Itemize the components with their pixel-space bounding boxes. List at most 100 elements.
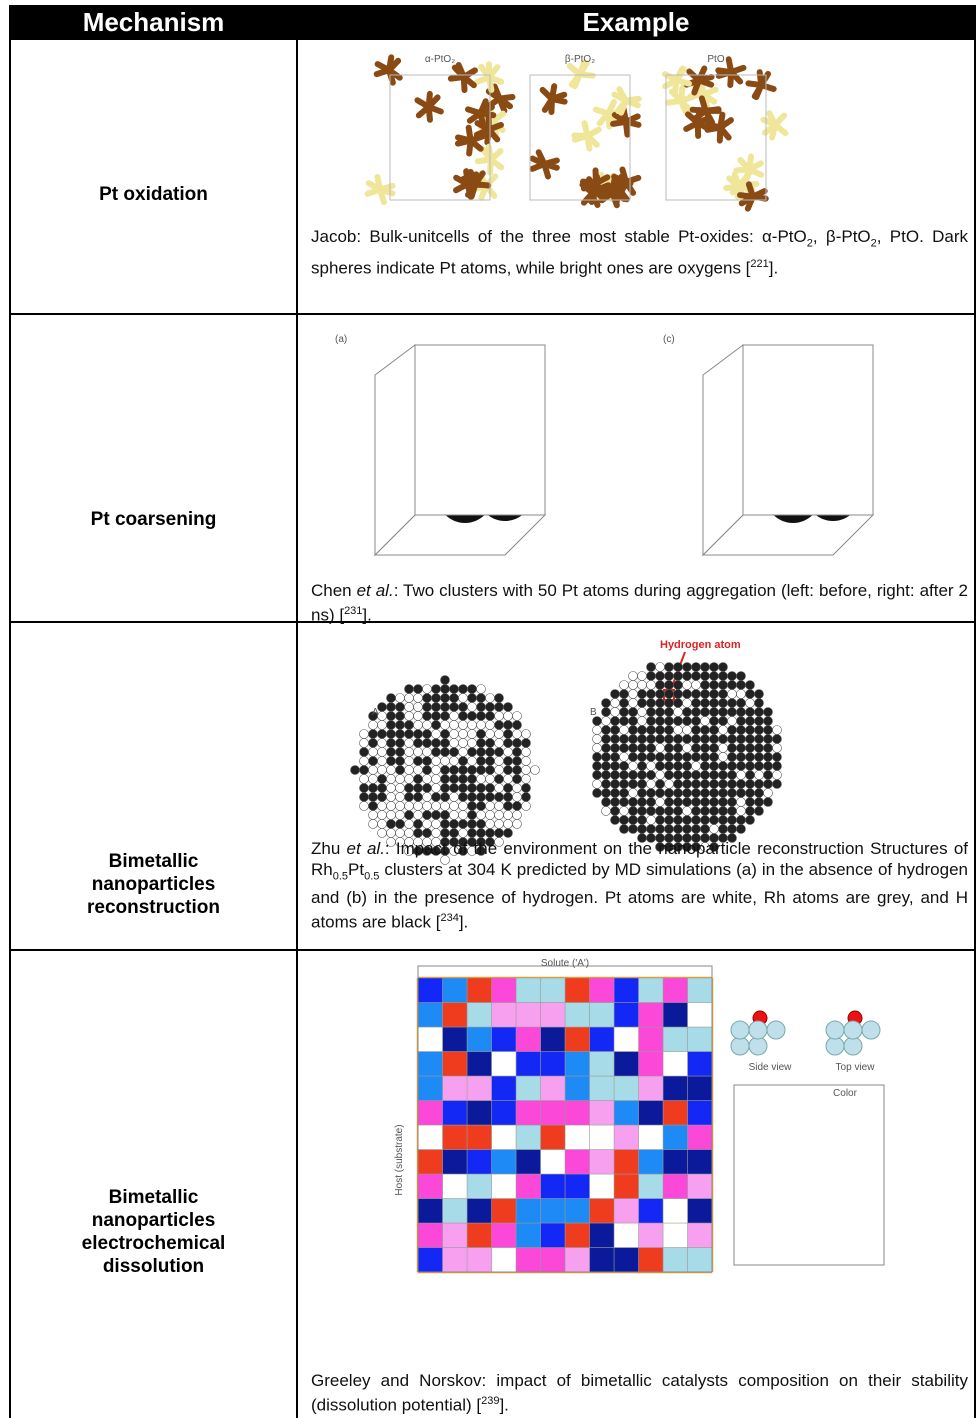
atom <box>459 829 468 838</box>
atom <box>647 708 656 717</box>
atom <box>692 798 701 807</box>
page: {"header":{"mechanism":"Mechanism","exam… <box>0 0 976 1418</box>
atom <box>387 730 396 739</box>
atom <box>710 690 719 699</box>
atom <box>441 685 450 694</box>
atom <box>620 816 629 825</box>
atom <box>674 798 683 807</box>
atom <box>674 726 683 735</box>
matrix-cell <box>467 1248 492 1273</box>
atom <box>414 748 423 757</box>
atom <box>378 775 387 784</box>
matrix-cell <box>467 1076 492 1101</box>
atom <box>432 802 441 811</box>
atom <box>477 730 486 739</box>
matrix-cell <box>443 1174 468 1199</box>
matrix-cell <box>467 1052 492 1077</box>
atom <box>468 712 477 721</box>
atom <box>719 708 728 717</box>
matrix-cell <box>590 1199 615 1224</box>
matrix-cell <box>590 1052 615 1077</box>
figure-label: Top view <box>836 1062 876 1073</box>
atom <box>719 825 728 834</box>
figure-label: A <box>372 707 379 718</box>
matrix-cell <box>614 1052 639 1077</box>
atom <box>728 780 737 789</box>
atom <box>450 685 459 694</box>
atom <box>764 771 773 780</box>
matrix-cell <box>516 1027 541 1052</box>
atom <box>683 699 692 708</box>
atom <box>737 726 746 735</box>
atom <box>513 766 522 775</box>
atom <box>611 780 620 789</box>
atom <box>423 784 432 793</box>
atom <box>701 690 710 699</box>
atom <box>620 717 629 726</box>
matrix-cell <box>688 1125 713 1150</box>
atom <box>683 735 692 744</box>
atom <box>423 766 432 775</box>
atom <box>728 816 737 825</box>
figure-label: Solute ('A') <box>541 958 589 969</box>
atom <box>441 793 450 802</box>
atom <box>396 712 405 721</box>
atom <box>647 681 656 690</box>
atom <box>674 699 683 708</box>
atom <box>773 771 782 780</box>
atom <box>504 829 513 838</box>
matrix-cell <box>443 1101 468 1126</box>
matrix-cell <box>614 1199 639 1224</box>
atom <box>593 771 602 780</box>
atom <box>737 807 746 816</box>
atom <box>423 802 432 811</box>
atom <box>468 730 477 739</box>
atom <box>378 820 387 829</box>
atom <box>749 1021 767 1039</box>
atom <box>423 703 432 712</box>
atom <box>495 694 504 703</box>
atom <box>656 699 665 708</box>
matrix-cell <box>467 978 492 1003</box>
atom <box>602 789 611 798</box>
atom <box>396 784 405 793</box>
atom <box>737 672 746 681</box>
atom <box>665 726 674 735</box>
atom <box>728 825 737 834</box>
atom <box>674 690 683 699</box>
atom <box>665 708 674 717</box>
atom <box>495 811 504 820</box>
atom <box>728 762 737 771</box>
atom <box>378 766 387 775</box>
atom <box>513 820 522 829</box>
atom <box>459 694 468 703</box>
matrix-cell <box>614 1027 639 1052</box>
atom <box>638 825 647 834</box>
atom <box>405 748 414 757</box>
matrix-cell <box>663 1101 688 1126</box>
atom <box>629 825 638 834</box>
atom <box>387 721 396 730</box>
atom <box>423 775 432 784</box>
atom <box>719 681 728 690</box>
atom <box>692 690 701 699</box>
atom <box>441 739 450 748</box>
atom <box>764 780 773 789</box>
atom <box>701 789 710 798</box>
atom <box>441 748 450 757</box>
atom <box>387 703 396 712</box>
atom <box>602 762 611 771</box>
atom <box>665 663 674 672</box>
atom <box>468 793 477 802</box>
atom <box>629 789 638 798</box>
atom <box>360 802 369 811</box>
matrix-cell <box>565 1223 590 1248</box>
atom <box>665 789 674 798</box>
atom <box>468 721 477 730</box>
atom <box>441 820 450 829</box>
caption-text: ]. <box>459 913 468 932</box>
matrix-cell <box>467 1199 492 1224</box>
matrix-cell <box>565 1248 590 1273</box>
matrix-cell <box>418 1125 443 1150</box>
atom <box>692 744 701 753</box>
